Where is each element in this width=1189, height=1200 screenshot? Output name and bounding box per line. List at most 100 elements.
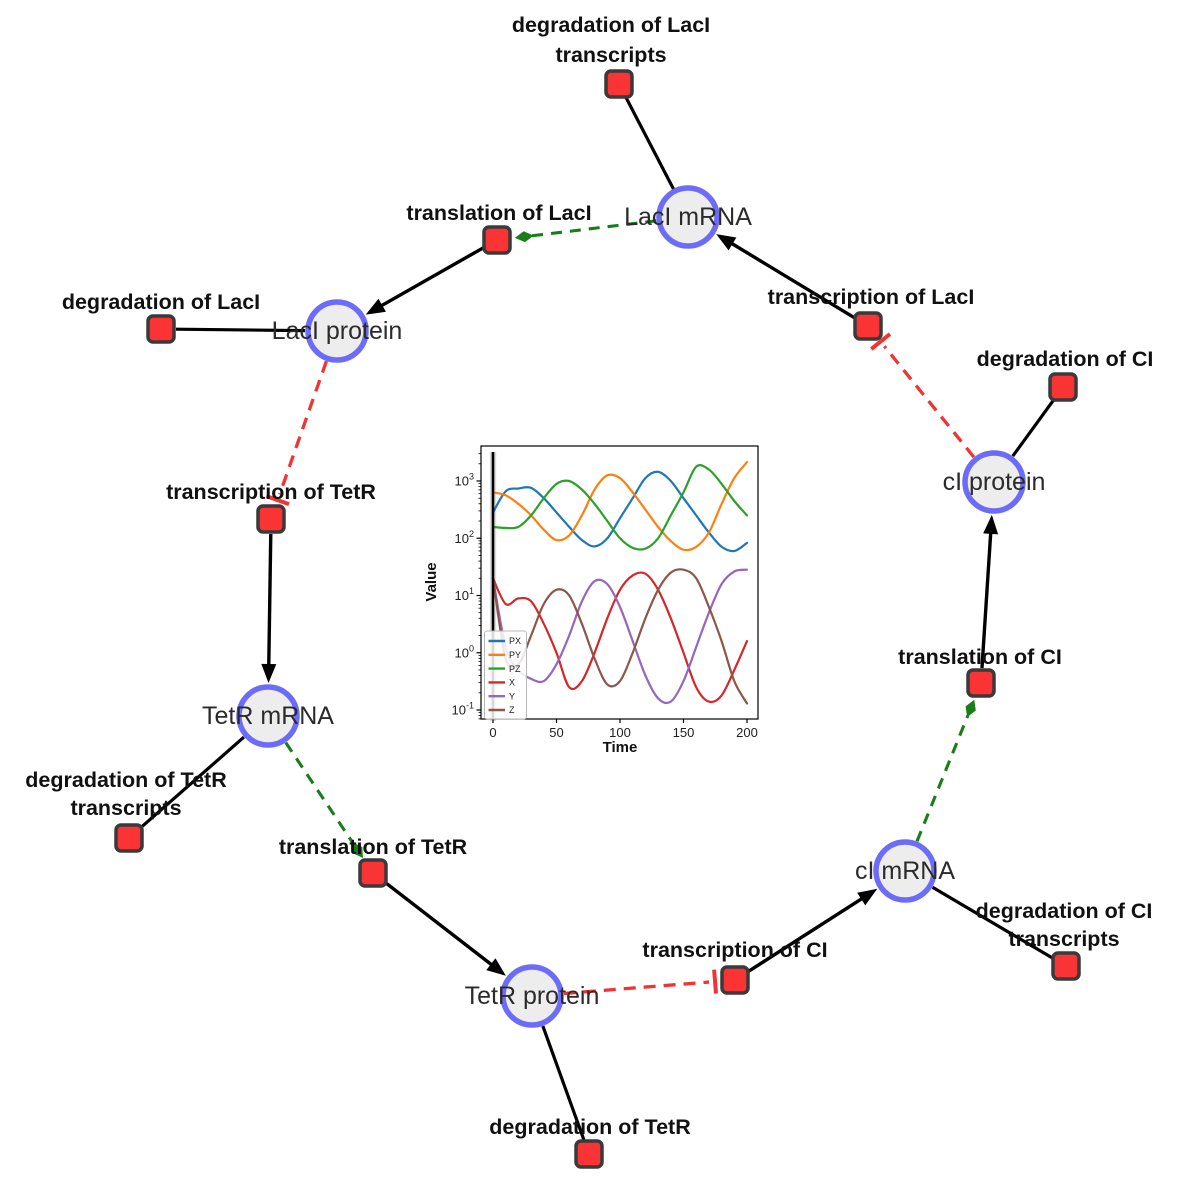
arrowhead-icon (716, 234, 737, 251)
edge-cI_mRNA-deg_cI_tx-line (931, 885, 1054, 960)
species-label-lacI_mRNA: LacI mRNA (624, 203, 752, 231)
y-tick-label: 102 (455, 529, 474, 546)
reaction-label-deg_lacI_tx-line2: transcripts (555, 43, 666, 67)
species-label-tetR_protein: TetR protein (465, 982, 600, 1010)
x-tick-label: 150 (673, 725, 695, 740)
reaction-label-deg_tetR: degradation of TetR (489, 1115, 691, 1139)
arrowhead-icon (261, 663, 277, 684)
modifier-diamond-icon (514, 231, 534, 243)
arrowhead-icon (983, 514, 999, 535)
legend-label-PZ: PZ (509, 664, 521, 674)
arrowhead-icon (365, 298, 386, 315)
reaction-label-deg_cI_tx-line2: transcripts (1008, 927, 1119, 951)
species-node-cI_protein[interactable] (962, 450, 1026, 514)
reaction-label-deg_tetR_tx-line1: degradation of TetR (25, 768, 227, 792)
inhibition-dashed-line (883, 345, 976, 459)
reaction-node-deg_tetR[interactable] (574, 1139, 604, 1169)
edge-cI_protein-deg_cI-line (1011, 398, 1056, 458)
legend-label-PY: PY (509, 650, 521, 660)
species-label-lacI_protein: LacI protein (272, 317, 403, 345)
modifier-dashed-line (284, 741, 355, 845)
reaction-node-tx_lacI[interactable] (853, 311, 883, 341)
x-tick-label: 200 (736, 725, 758, 740)
edge-tx_cI-cI_mRNA-production (746, 888, 878, 974)
production-line (267, 533, 273, 668)
production-line (746, 896, 865, 974)
labels-layer: degradation of LacI transcripts translatio… (25, 13, 1153, 1139)
reaction-node-tx_cI[interactable] (720, 965, 750, 995)
y-tick-label: 103 (455, 472, 474, 489)
reaction-node-transl_lacI[interactable] (482, 225, 512, 255)
species-node-cI_mRNA[interactable] (873, 839, 937, 903)
y-tick-label: 10-1 (452, 701, 474, 718)
species-node-tetR_protein[interactable] (500, 964, 564, 1028)
reaction-label-tx_tetR: transcription of TetR (166, 480, 376, 504)
modifier-diamond-icon (965, 699, 976, 718)
reaction-label-tx_cI: transcription of CI (642, 938, 827, 962)
edge-transl_tetR-tetR_protein-production (383, 880, 506, 976)
modifier-diamond-icon (352, 842, 363, 859)
edge-lacI_mRNA-transl_lacI-modifier (514, 219, 657, 243)
species-label-cI_mRNA: cI mRNA (855, 857, 955, 885)
consumption-line (931, 885, 1054, 960)
reaction-node-transl_cI[interactable] (966, 668, 996, 698)
inhibition-dashed-line (563, 980, 710, 996)
edge-lacI_protein-tx_tetR-inhibition (265, 360, 328, 506)
inhibition-bar-icon (869, 332, 892, 351)
time-course-plot: 0 50 100 150 200 10-1 100 101 102 103 PX PY PZ XYZ Ti… (423, 445, 759, 756)
legend-label-Y: Y (509, 691, 515, 701)
consumption-line (139, 735, 246, 830)
modifier-dashed-line (915, 714, 970, 842)
reaction-label-tx_lacI: transcription of LacI (768, 285, 975, 309)
inhibition-bar-icon (265, 494, 290, 506)
species-node-lacI_mRNA[interactable] (656, 185, 720, 249)
species-node-tetR_mRNA[interactable] (236, 684, 300, 748)
reaction-node-deg_cI_tx[interactable] (1051, 951, 1081, 981)
species-label-tetR_mRNA: TetR mRNA (202, 702, 334, 730)
y-tick-label: 101 (455, 586, 474, 603)
x-tick-label: 0 (489, 725, 496, 740)
reaction-node-deg_tetR_tx[interactable] (114, 823, 144, 853)
edge-transl_lacI-lacI_protein-production (365, 245, 485, 315)
edge-deg_lacI_tx-lacI_mRNA-line (624, 96, 676, 191)
production-line (378, 245, 485, 309)
series-line-PY (491, 461, 749, 552)
reaction-label-transl_lacI: translation of LacI (406, 201, 591, 225)
reaction-node-tx_tetR[interactable] (256, 504, 286, 534)
reaction-label-deg_tetR_tx-line2: transcripts (70, 796, 181, 820)
edge-lacI_protein-deg_lacI-line (175, 327, 306, 333)
reaction-node-deg_cI[interactable] (1048, 372, 1078, 402)
series-line-X (491, 571, 749, 704)
modifier-dashed-line (531, 219, 657, 238)
production-line (729, 240, 857, 320)
reaction-node-deg_lacI[interactable] (146, 314, 176, 344)
arrowhead-icon (486, 958, 506, 976)
x-axis-label: Time (603, 739, 638, 756)
legend: PX PY PZ XYZ (484, 630, 527, 720)
reaction-node-transl_tetR[interactable] (358, 858, 388, 888)
series-line-PZ (491, 464, 749, 551)
species-node-lacI_protein[interactable] (305, 299, 369, 363)
reaction-node-deg_lacI_tx[interactable] (604, 69, 634, 99)
series-line-PX (491, 470, 749, 553)
edge-tetR_mRNA-transl_tetR-modifier (284, 741, 363, 859)
legend-label-PX: PX (509, 636, 521, 646)
x-tick-label: 100 (609, 725, 631, 740)
reaction-label-deg_cI_tx-line1: degradation of CI (976, 899, 1153, 923)
production-line (383, 880, 495, 968)
reaction-label-transl_tetR: translation of TetR (279, 835, 468, 859)
arrowhead-icon (857, 888, 878, 906)
reaction-label-deg_cI: degradation of CI (977, 347, 1154, 371)
y-axis-label: Value (423, 562, 440, 601)
reaction-label-transl_cI: translation of CI (898, 645, 1062, 669)
series-lines (491, 461, 749, 705)
reaction-label-deg_lacI_tx-line1: degradation of LacI (512, 13, 710, 37)
inhibition-bar-icon (712, 969, 718, 994)
edge-transl_cI-cI_protein-production (980, 514, 999, 669)
legend-label-Z: Z (509, 705, 515, 715)
series-line-Z (491, 568, 749, 705)
edge-tx_lacI-lacI_mRNA-production (716, 234, 857, 320)
edge-tetR_protein-deg_tetR-line (541, 1025, 586, 1141)
